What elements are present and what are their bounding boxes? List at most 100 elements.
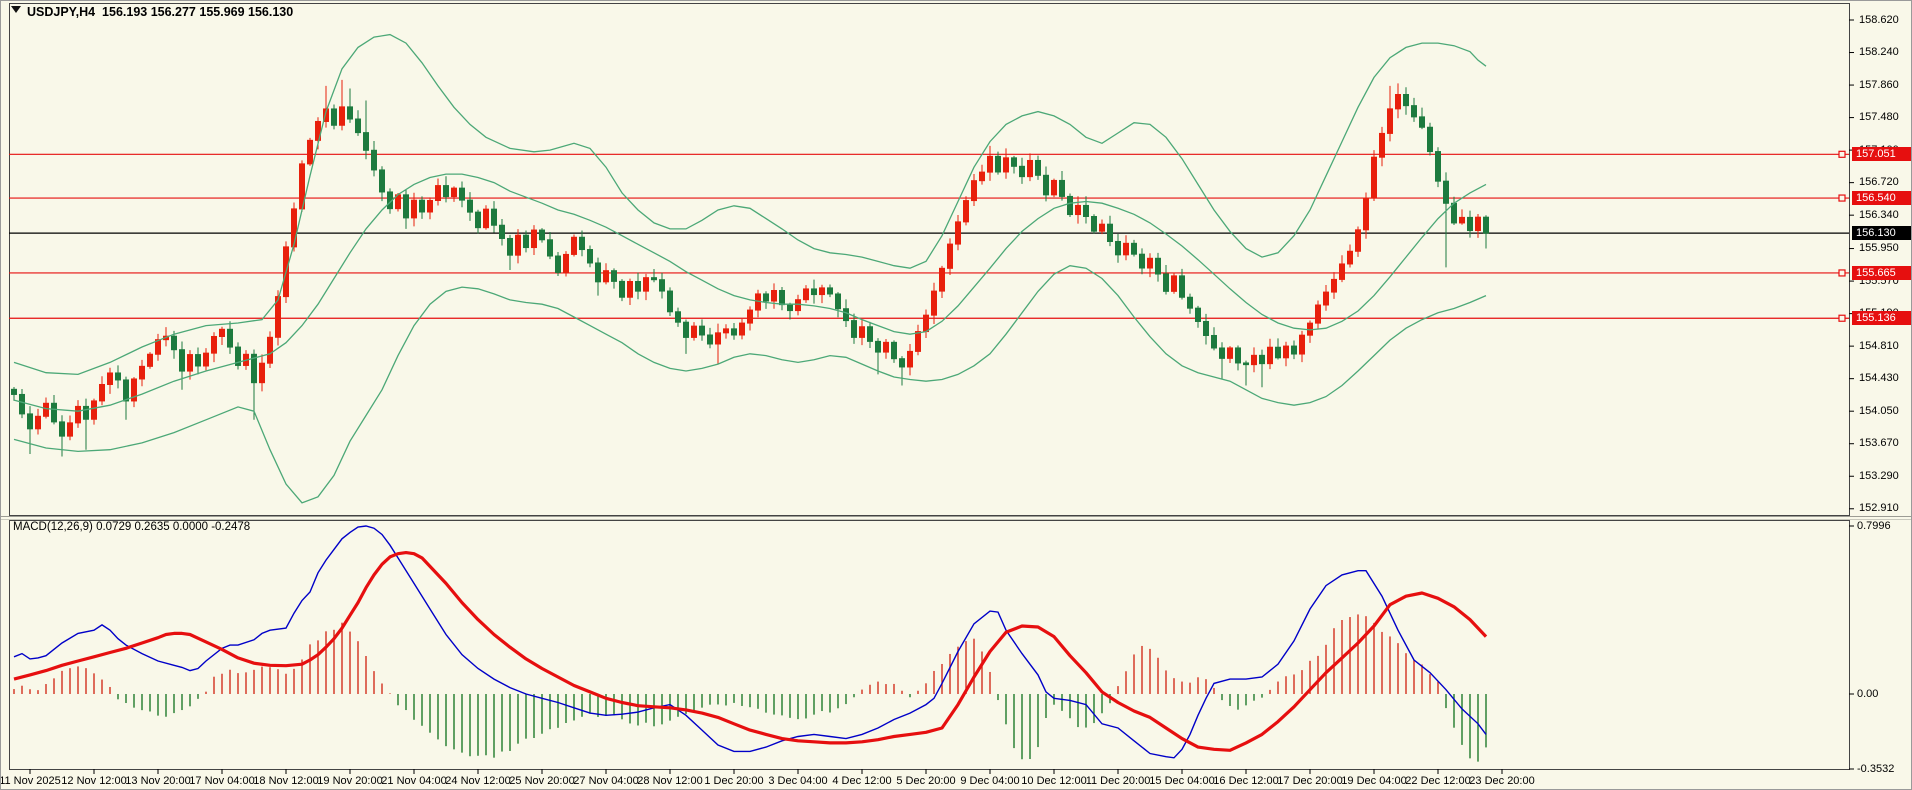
- candle-body: [419, 199, 425, 213]
- candle-body: [1467, 216, 1473, 232]
- candle-body: [323, 108, 329, 122]
- candle-body: [611, 270, 617, 282]
- candle-body: [1411, 105, 1417, 118]
- candle-body: [315, 120, 321, 141]
- candle-body: [731, 328, 737, 336]
- candle-body: [1363, 197, 1369, 231]
- candle-body: [603, 270, 609, 283]
- candle-body: [715, 332, 721, 345]
- candle-body: [835, 293, 841, 310]
- candle-body: [883, 341, 889, 353]
- candle-body: [1387, 108, 1393, 134]
- date-axis-label: 17 Dec 20:00: [1277, 775, 1343, 787]
- price-line-label: 155.136: [1852, 311, 1911, 326]
- candle-body: [643, 277, 649, 292]
- candle-body: [467, 199, 473, 213]
- candle-body: [1187, 296, 1193, 309]
- candle-body: [451, 187, 457, 198]
- price-line-handle[interactable]: [1838, 194, 1846, 202]
- candle-body: [1051, 179, 1057, 196]
- price-axis-label: 155.950: [1859, 242, 1899, 255]
- candle-body: [1379, 132, 1385, 158]
- candle-body: [707, 334, 713, 345]
- macd-signal-line: [13, 550, 1488, 752]
- candle-body: [747, 309, 753, 324]
- candle-body: [1163, 273, 1169, 292]
- candle-body: [1099, 223, 1105, 232]
- candle-body: [723, 328, 729, 334]
- candle-body: [915, 331, 921, 352]
- macd-pane-border: [9, 520, 1850, 770]
- candle-body: [1283, 345, 1289, 359]
- candle-body: [19, 393, 25, 415]
- price-line-label: 157.051: [1852, 147, 1911, 162]
- candle-body: [523, 234, 529, 249]
- price-line-handle[interactable]: [1838, 150, 1846, 158]
- candle-body: [155, 339, 161, 355]
- macd-indicator-label: MACD(12,26,9) 0.0729 0.2635 0.0000 -0.24…: [13, 521, 250, 533]
- candle-body: [235, 346, 241, 366]
- date-axis-label: 10 Dec 12:00: [1021, 775, 1087, 787]
- candle-body: [659, 279, 665, 292]
- candle-body: [459, 187, 465, 201]
- candle-body: [987, 155, 993, 173]
- candle-body: [219, 328, 225, 337]
- candle-body: [139, 365, 145, 380]
- price-axis-label: 158.240: [1859, 46, 1899, 59]
- candle-body: [531, 229, 537, 249]
- date-axis-label: 21 Nov 04:00: [381, 775, 447, 787]
- candle-body: [67, 422, 73, 437]
- candle-body: [1091, 216, 1097, 232]
- candle-body: [827, 287, 833, 295]
- candle-body: [499, 224, 505, 239]
- candle-body: [795, 299, 801, 312]
- current-price-label: 156.130: [1852, 226, 1911, 241]
- candle-body: [1451, 202, 1457, 224]
- candle-body: [1475, 216, 1481, 232]
- candle-body: [571, 236, 577, 255]
- candle-body: [1123, 242, 1129, 256]
- candle-body: [1235, 347, 1241, 364]
- price-axis-label: 153.290: [1859, 469, 1899, 482]
- candle-body: [1083, 204, 1089, 218]
- chart-title: USDJPY,H4 156.193 156.277 155.969 156.13…: [27, 5, 293, 19]
- candle-body: [931, 290, 937, 316]
- candle-body: [1171, 275, 1177, 292]
- candle-body: [699, 325, 705, 336]
- date-axis-label: 17 Nov 04:00: [189, 775, 255, 787]
- candle-body: [339, 106, 345, 126]
- candle-body: [1443, 180, 1449, 204]
- candle-body: [1019, 165, 1025, 178]
- candle-body: [251, 353, 257, 384]
- candle-body: [675, 311, 681, 323]
- candle-body: [259, 362, 265, 384]
- candle-body: [355, 118, 361, 134]
- candle-body: [1155, 257, 1161, 275]
- bollinger-middle-band: [13, 173, 1487, 412]
- candle-body: [403, 194, 409, 219]
- candle-body: [1403, 94, 1409, 107]
- candle-body: [1259, 354, 1265, 365]
- price-line-handle[interactable]: [1838, 314, 1846, 322]
- date-axis-label: 12 Nov 12:00: [61, 775, 127, 787]
- candle-body: [1035, 159, 1041, 176]
- date-axis-label: 28 Nov 12:00: [637, 775, 703, 787]
- bollinger-lower-band: [13, 265, 1487, 504]
- candle-body: [1315, 304, 1321, 324]
- candle-body: [275, 296, 281, 338]
- candle-body: [1435, 151, 1441, 182]
- price-line-handle[interactable]: [1838, 269, 1846, 277]
- symbol-dropdown-icon[interactable]: [11, 6, 21, 13]
- candle-body: [859, 326, 865, 338]
- candle-body: [787, 304, 793, 312]
- candle-body: [131, 378, 137, 402]
- candle-body: [1043, 174, 1049, 196]
- candle-body: [539, 229, 545, 241]
- date-axis-label: 15 Dec 04:00: [1149, 775, 1215, 787]
- candle-body: [147, 353, 153, 367]
- price-line-label: 156.540: [1852, 191, 1911, 206]
- candle-body: [1139, 253, 1145, 269]
- price-axis-label: 152.910: [1859, 502, 1899, 515]
